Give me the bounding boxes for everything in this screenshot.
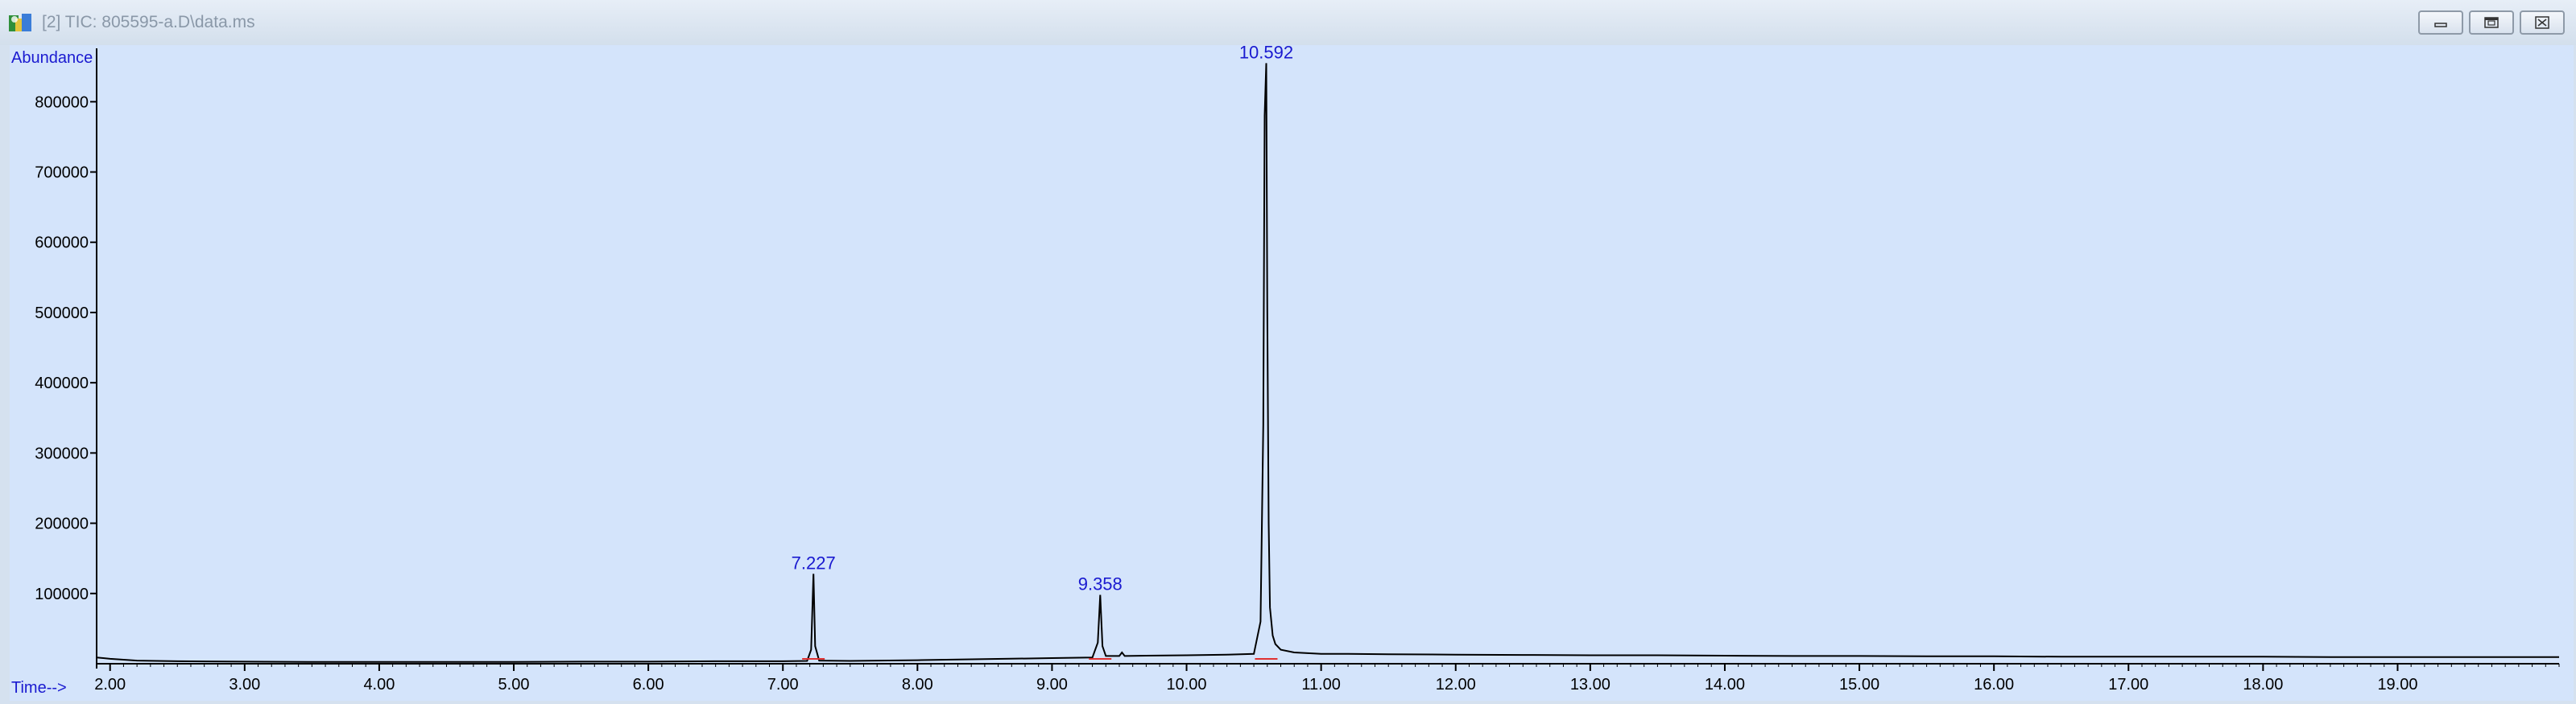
y-tick-label: 300000 [35, 445, 89, 462]
restore-button[interactable] [2469, 10, 2514, 35]
y-tick-label: 200000 [35, 516, 89, 533]
x-tick-label: 8.00 [902, 676, 933, 694]
minimize-button[interactable] [2418, 10, 2463, 35]
peak-label: 9.358 [1078, 574, 1123, 594]
x-tick-label: 18.00 [2243, 676, 2283, 694]
y-tick-label: 100000 [35, 586, 89, 603]
x-tick-label: 7.00 [767, 676, 799, 694]
chart-area[interactable]: 100000 200000 300000 400000 500000 600000 7000… [10, 45, 2574, 701]
chromatogram-app-icon [9, 14, 31, 31]
y-tick-label: 600000 [35, 234, 89, 252]
peak-label: 7.227 [792, 553, 836, 573]
x-tick-label: 14.00 [1705, 676, 1745, 694]
close-icon [2535, 16, 2549, 29]
x-tick-label: 10.00 [1167, 676, 1207, 694]
y-axis: 100000 200000 300000 400000 500000 600000 7000… [35, 48, 97, 669]
close-button[interactable] [2520, 10, 2565, 35]
x-tick-label: 11.00 [1301, 676, 1341, 694]
y-axis-label: Abundance [11, 49, 93, 67]
x-tick-label: 13.00 [1570, 676, 1611, 694]
minimize-icon [2434, 23, 2447, 27]
x-tick-label: 19.00 [2377, 676, 2417, 694]
y-tick-label: 800000 [35, 93, 89, 111]
peak-label: 10.592 [1239, 45, 1293, 62]
x-tick-label: 12.00 [1436, 676, 1476, 694]
x-tick-label: 9.00 [1036, 676, 1068, 694]
chromatogram-chart[interactable]: 100000 200000 300000 400000 500000 600000 7000… [10, 45, 2574, 701]
title-bar[interactable]: [2] TIC: 805595-a.D\data.ms [0, 0, 2576, 45]
peak-labels: 7.227 9.358 10.592 [792, 45, 1293, 594]
x-tick-label: 17.00 [2108, 676, 2148, 694]
tic-trace-line [96, 63, 2559, 663]
x-tick-label: 4.00 [363, 676, 395, 694]
x-tick-label: 15.00 [1839, 676, 1879, 694]
x-tick-label: 5.00 [498, 676, 530, 694]
x-tick-label: 6.00 [633, 676, 664, 694]
y-tick-label: 700000 [35, 164, 89, 182]
y-tick-label: 400000 [35, 375, 89, 392]
x-axis: 2.00 3.00 4.00 5.00 6.00 7.00 8.00 9.00 10.00 11.… [94, 663, 2560, 694]
x-axis-label: Time--> [11, 679, 67, 697]
x-tick-label: 3.00 [229, 676, 260, 694]
x-tick-label: 2.00 [94, 676, 126, 694]
window-title: [2] TIC: 805595-a.D\data.ms [42, 13, 255, 31]
x-tick-label: 16.00 [1974, 676, 2014, 694]
y-tick-label: 500000 [35, 304, 89, 322]
restore-icon [2484, 17, 2499, 28]
